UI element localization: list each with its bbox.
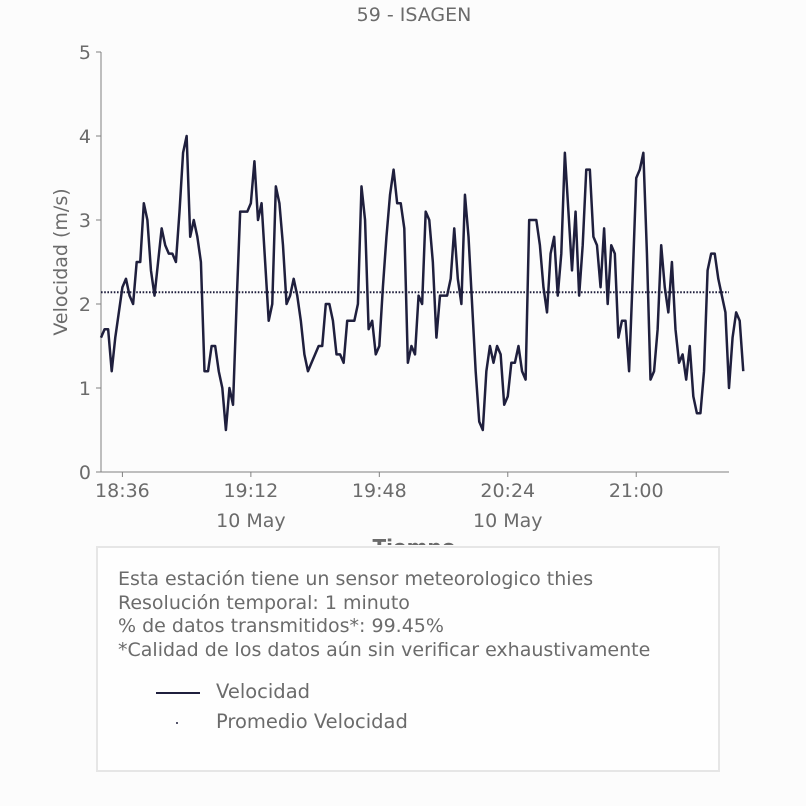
y-tick-label: 4 — [79, 126, 91, 148]
x-tick-label: 20:24 — [480, 480, 535, 502]
x-tick-label: 19:12 — [223, 480, 278, 502]
info-line-transmitted: % de datos transmitidos*: 99.45% — [118, 615, 444, 637]
axes — [96, 51, 729, 477]
info-line-quality: *Calidad de los datos aún sin verificar … — [118, 638, 651, 661]
y-tick-label: 5 — [79, 42, 91, 64]
x-tick-sublabel: 10 May — [216, 510, 286, 532]
x-tick-sublabel: 10 May — [473, 510, 543, 532]
y-tick-label: 3 — [79, 210, 91, 232]
legend-label-velocidad: Velocidad — [216, 680, 311, 703]
series-layer — [99, 134, 745, 432]
x-tick-label: 19:48 — [352, 480, 407, 502]
legend-line-swatch — [156, 692, 200, 694]
legend-dot-swatch — [176, 722, 178, 724]
tick-labels: 0 1 2 3 4 5 18:36 19:12 10 May 19:48 20:24 10 May 21… — [79, 42, 664, 532]
x-tick-label: 18:36 — [95, 480, 150, 502]
line-chart: 59 - ISAGEN 0 1 2 3 4 5 18:36 19:12 10 May 19:48 2… — [50, 4, 745, 545]
info-text: Esta estación tiene un sensor meteorolog… — [118, 568, 650, 662]
velocity-line — [99, 134, 745, 432]
info-line-resolution: Resolución temporal: 1 minuto — [118, 591, 410, 614]
y-tick-label: 0 — [79, 462, 91, 484]
x-axis-label: Tiempo — [373, 535, 456, 545]
y-axis-label: Velocidad (m/s) — [50, 188, 72, 335]
y-tick-label: 1 — [79, 378, 91, 400]
info-line-sensor: Esta estación tiene un sensor meteorolog… — [118, 568, 594, 590]
info-box: Esta estación tiene un sensor meteorolog… — [96, 546, 720, 772]
y-tick-label: 2 — [79, 294, 91, 316]
x-tick-label: 21:00 — [609, 480, 664, 502]
chart-title: 59 - ISAGEN — [357, 4, 472, 26]
legend-label-promedio: Promedio Velocidad — [216, 710, 408, 733]
